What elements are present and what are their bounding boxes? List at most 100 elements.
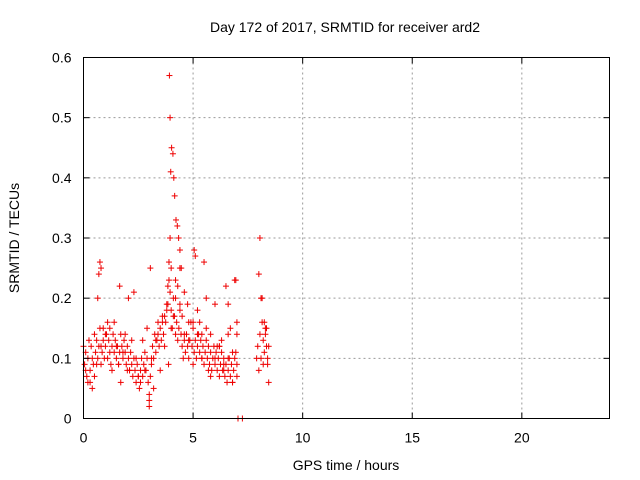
data-point bbox=[181, 289, 188, 296]
data-point bbox=[167, 168, 174, 175]
data-point bbox=[146, 403, 153, 410]
data-point bbox=[125, 295, 132, 302]
data-point bbox=[233, 319, 240, 326]
data-point bbox=[191, 349, 198, 356]
data-point bbox=[161, 343, 168, 350]
data-point bbox=[188, 343, 195, 350]
data-point bbox=[193, 355, 200, 362]
data-point bbox=[146, 397, 153, 404]
data-point bbox=[181, 331, 188, 338]
data-point bbox=[126, 367, 133, 374]
data-point bbox=[81, 361, 88, 368]
data-point bbox=[264, 355, 271, 362]
data-point bbox=[220, 367, 227, 374]
data-point bbox=[214, 343, 221, 350]
y-tick-label: 0.2 bbox=[52, 290, 72, 306]
chart-title: Day 172 of 2017, SRMTID for receiver ard… bbox=[210, 19, 480, 35]
data-point bbox=[132, 367, 139, 374]
data-point bbox=[147, 265, 154, 272]
data-point bbox=[256, 235, 263, 241]
x-tick-label: 0 bbox=[80, 430, 88, 446]
data-point bbox=[110, 331, 117, 338]
data-point bbox=[225, 301, 232, 308]
data-point bbox=[265, 343, 272, 350]
data-point bbox=[93, 361, 100, 368]
data-point bbox=[230, 367, 237, 374]
data-point bbox=[170, 313, 177, 320]
data-point bbox=[111, 349, 118, 356]
data-point bbox=[185, 337, 192, 344]
data-point bbox=[205, 343, 212, 350]
data-point bbox=[117, 379, 124, 386]
data-point bbox=[152, 349, 159, 356]
data-point bbox=[102, 331, 109, 338]
data-point bbox=[202, 349, 209, 356]
data-point bbox=[184, 301, 191, 308]
plot-frame bbox=[83, 57, 610, 419]
data-point bbox=[113, 343, 120, 350]
data-point bbox=[145, 379, 152, 386]
data-point bbox=[112, 337, 119, 344]
data-point bbox=[157, 325, 164, 332]
data-point bbox=[105, 337, 112, 344]
data-point bbox=[146, 391, 153, 398]
y-tick-label: 0.3 bbox=[52, 230, 72, 246]
data-point bbox=[92, 349, 99, 356]
data-point bbox=[98, 265, 105, 272]
data-point bbox=[118, 343, 125, 350]
data-point bbox=[263, 325, 270, 332]
data-point bbox=[96, 259, 103, 266]
data-point bbox=[228, 361, 235, 368]
data-point bbox=[141, 349, 148, 356]
data-point bbox=[134, 361, 141, 368]
data-point bbox=[169, 150, 176, 157]
data-point bbox=[212, 301, 218, 308]
data-point bbox=[227, 325, 234, 332]
data-point bbox=[95, 271, 102, 278]
data-point bbox=[194, 343, 201, 350]
data-point bbox=[94, 355, 101, 362]
data-point bbox=[130, 289, 137, 296]
data-point bbox=[224, 379, 231, 386]
data-point bbox=[204, 355, 211, 362]
data-point bbox=[89, 385, 96, 392]
data-point bbox=[164, 301, 171, 308]
data-point bbox=[128, 337, 135, 344]
data-point bbox=[119, 355, 126, 362]
data-point bbox=[191, 247, 198, 254]
data-point bbox=[163, 307, 170, 314]
data-point bbox=[168, 265, 175, 272]
data-point bbox=[175, 325, 182, 332]
data-point bbox=[199, 343, 206, 350]
data-point bbox=[83, 373, 90, 380]
data-point bbox=[155, 331, 162, 338]
data-point bbox=[216, 373, 223, 380]
data-points bbox=[80, 72, 272, 422]
data-point bbox=[175, 235, 182, 241]
data-point bbox=[84, 379, 91, 386]
data-point bbox=[104, 319, 111, 326]
data-point bbox=[203, 325, 210, 332]
data-point bbox=[261, 349, 268, 356]
data-point bbox=[205, 367, 212, 374]
data-point bbox=[91, 331, 98, 338]
data-point bbox=[207, 373, 214, 380]
x-tick-label: 20 bbox=[514, 430, 530, 446]
data-point bbox=[255, 271, 262, 278]
data-point bbox=[166, 72, 173, 79]
data-point bbox=[192, 253, 199, 260]
data-point bbox=[255, 367, 262, 374]
data-point bbox=[111, 319, 118, 326]
data-point bbox=[123, 361, 130, 368]
data-point bbox=[122, 331, 129, 338]
data-point bbox=[229, 349, 236, 356]
data-point bbox=[128, 361, 135, 368]
data-point bbox=[100, 325, 107, 332]
data-point bbox=[206, 361, 213, 368]
data-point bbox=[190, 319, 197, 326]
data-point bbox=[148, 355, 155, 362]
data-point bbox=[107, 361, 114, 368]
data-point bbox=[135, 373, 142, 380]
data-point bbox=[197, 337, 204, 344]
